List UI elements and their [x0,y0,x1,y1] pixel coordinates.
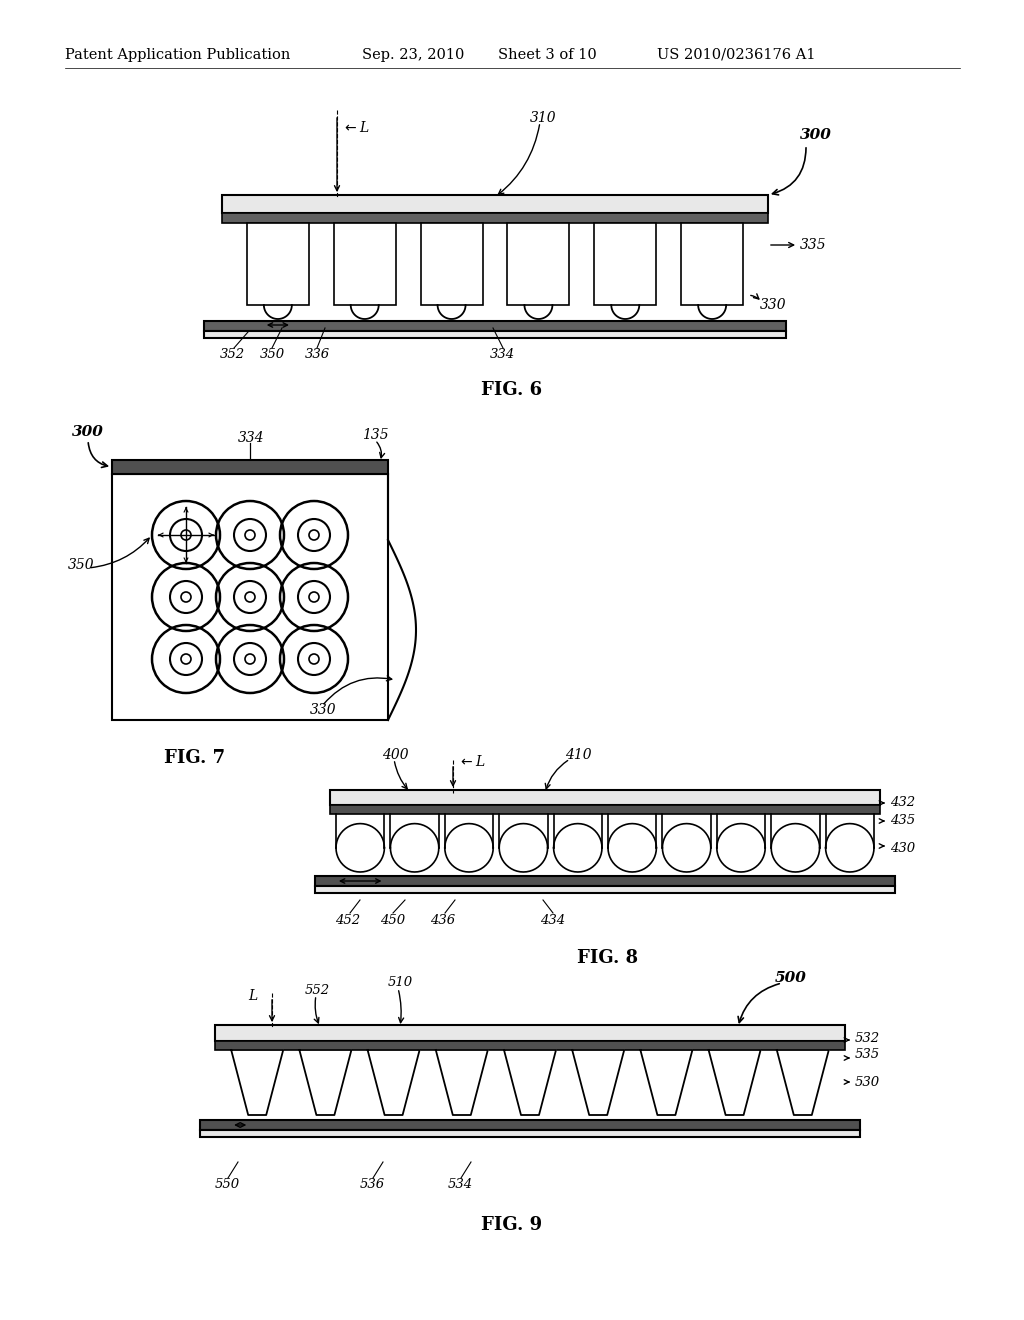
Polygon shape [640,1049,692,1115]
Bar [508,223,569,305]
Text: 534: 534 [449,1179,473,1192]
Text: US 2010/0236176 A1: US 2010/0236176 A1 [657,48,815,62]
Text: $\leftarrow$L: $\leftarrow$L [458,755,485,770]
Text: 350: 350 [260,348,285,362]
Bar [594,223,656,305]
Bar [215,1041,845,1049]
Polygon shape [572,1049,625,1115]
Text: 300: 300 [800,128,831,143]
Text: FIG. 7: FIG. 7 [165,748,225,767]
Bar [204,321,786,331]
Text: 135: 135 [362,428,389,442]
Text: 536: 536 [360,1179,385,1192]
Text: 310: 310 [530,111,557,125]
Text: 535: 535 [855,1048,880,1061]
Text: FIG. 8: FIG. 8 [578,949,639,968]
Text: 500: 500 [775,972,807,985]
Bar [315,886,895,894]
Text: 436: 436 [430,913,455,927]
Text: 550: 550 [215,1179,240,1192]
Text: 532: 532 [855,1031,880,1044]
Text: 400: 400 [382,748,409,762]
Polygon shape [299,1049,351,1115]
Polygon shape [709,1049,761,1115]
Bar [334,223,395,305]
Text: 452: 452 [335,913,360,927]
Bar [200,1119,860,1130]
Polygon shape [436,1049,487,1115]
Text: 330: 330 [310,704,337,717]
Text: 334: 334 [238,432,264,445]
Bar [421,223,482,305]
Bar [112,459,388,474]
Bar [204,331,786,338]
Text: 335: 335 [800,238,826,252]
Bar [330,789,880,805]
Text: FIG. 9: FIG. 9 [481,1216,543,1234]
Text: 330: 330 [760,298,786,312]
Bar [681,223,743,305]
Text: Patent Application Publication: Patent Application Publication [65,48,291,62]
Polygon shape [231,1049,284,1115]
Text: 352: 352 [220,348,245,362]
Text: $\leftarrow$L: $\leftarrow$L [342,120,370,136]
Text: 430: 430 [890,842,915,854]
Text: 336: 336 [305,348,330,362]
Bar [222,195,768,213]
Text: 300: 300 [72,425,103,440]
Bar [112,474,388,719]
Bar [315,876,895,886]
Polygon shape [368,1049,420,1115]
Text: 450: 450 [380,913,406,927]
Text: L: L [248,989,257,1003]
Polygon shape [777,1049,828,1115]
Text: 510: 510 [388,977,413,990]
Text: 435: 435 [890,813,915,826]
Text: 350: 350 [68,558,94,572]
Polygon shape [504,1049,556,1115]
Text: 434: 434 [540,913,565,927]
Text: Sheet 3 of 10: Sheet 3 of 10 [498,48,597,62]
Bar [247,223,309,305]
Bar [200,1130,860,1137]
Text: Sep. 23, 2010: Sep. 23, 2010 [362,48,464,62]
Bar [215,1026,845,1041]
Text: FIG. 6: FIG. 6 [481,381,543,399]
Text: 530: 530 [855,1076,880,1089]
Text: 552: 552 [305,983,330,997]
Text: 432: 432 [890,796,915,808]
Bar [330,805,880,814]
Text: 410: 410 [565,748,592,762]
Bar [222,213,768,223]
Text: 334: 334 [490,348,515,362]
